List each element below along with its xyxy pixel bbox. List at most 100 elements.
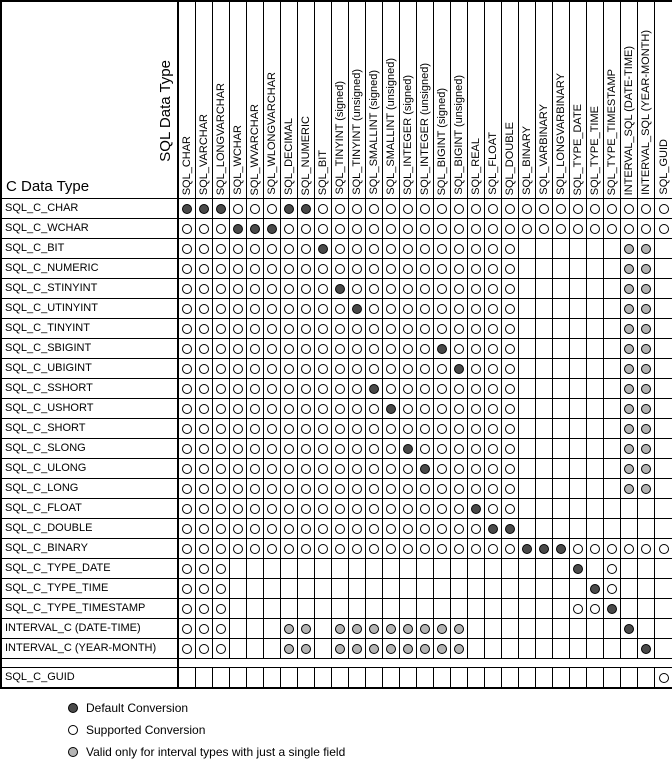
- matrix-cell: [417, 299, 434, 318]
- matrix-cell: [485, 199, 502, 218]
- supported-conversion-icon: [335, 323, 345, 334]
- supported-conversion-icon: [488, 423, 498, 434]
- supported-conversion-icon: [267, 263, 277, 274]
- matrix-cell: [230, 439, 247, 458]
- supported-conversion-icon: [420, 503, 430, 514]
- matrix-cell: [485, 439, 502, 458]
- matrix-cell: [587, 639, 604, 658]
- default-conversion-icon: [454, 363, 464, 374]
- matrix-cell: [570, 319, 587, 338]
- matrix-cell: [434, 219, 451, 238]
- supported-conversion-icon: [216, 563, 226, 574]
- matrix-cell: [247, 619, 264, 638]
- supported-conversion-icon: [437, 243, 447, 254]
- matrix-cell: [553, 459, 570, 478]
- matrix-cell: [196, 259, 213, 278]
- matrix-cell: [349, 419, 366, 438]
- matrix-cell: [638, 668, 655, 687]
- supported-conversion-icon: [216, 303, 226, 314]
- matrix-cell: [247, 299, 264, 318]
- row-label: SQL_C_BIT: [2, 239, 179, 258]
- matrix-cell: [315, 319, 332, 338]
- matrix-cell: [298, 379, 315, 398]
- supported-conversion-icon: [369, 243, 379, 254]
- column-header: SQL_TYPE_TIMESTAMP: [604, 2, 621, 198]
- matrix-cell: [519, 299, 536, 318]
- supported-conversion-icon: [267, 343, 277, 354]
- matrix-cell: [366, 579, 383, 598]
- matrix-cell: [196, 399, 213, 418]
- matrix-cell: [230, 479, 247, 498]
- supported-conversion-icon: [420, 203, 430, 214]
- matrix-cell: [349, 639, 366, 658]
- row-label: SQL_C_LONG: [2, 479, 179, 498]
- matrix-cell: [485, 279, 502, 298]
- default-conversion-icon: [199, 203, 209, 214]
- supported-conversion-icon: [182, 603, 192, 614]
- column-header-label: SQL_WCHAR: [232, 125, 244, 195]
- matrix-cell: [264, 668, 281, 687]
- matrix-cell: [536, 279, 553, 298]
- matrix-cell: [298, 539, 315, 558]
- column-header-label: SQL_LONGVARCHAR: [215, 82, 227, 195]
- matrix-cell: [519, 419, 536, 438]
- supported-conversion-icon: [301, 543, 311, 554]
- column-header-label: SQL_BINARY: [521, 126, 533, 195]
- supported-conversion-icon: [335, 363, 345, 374]
- matrix-cell: [179, 579, 196, 598]
- table-header: SQL Data Type C Data Type SQL_CHAR SQL_VA…: [2, 2, 672, 198]
- interval-only-conversion-icon: [624, 263, 634, 274]
- matrix-cell: [587, 219, 604, 238]
- supported-conversion-icon: [488, 463, 498, 474]
- matrix-cell: [519, 619, 536, 638]
- row-label: SQL_C_TINYINT: [2, 319, 179, 338]
- matrix-cell: [621, 559, 638, 578]
- supported-conversion-icon: [233, 263, 243, 274]
- column-header: SQL_TYPE_DATE: [570, 2, 587, 198]
- matrix-cell: [621, 339, 638, 358]
- interval-only-conversion-icon: [641, 303, 651, 314]
- matrix-cell: [519, 559, 536, 578]
- supported-conversion-icon: [454, 343, 464, 354]
- matrix-cell: [604, 319, 621, 338]
- supported-conversion-icon: [658, 543, 669, 554]
- matrix-cell: [553, 359, 570, 378]
- supported-conversion-icon: [454, 463, 464, 474]
- matrix-cell: [247, 459, 264, 478]
- supported-conversion-icon: [352, 503, 362, 514]
- supported-conversion-icon: [233, 283, 243, 294]
- supported-conversion-icon: [505, 503, 515, 514]
- matrix-cell: [417, 499, 434, 518]
- supported-conversion-icon: [454, 443, 464, 454]
- matrix-cell: [264, 619, 281, 638]
- matrix-cell: [451, 668, 468, 687]
- matrix-cell: [451, 279, 468, 298]
- matrix-cell: [434, 539, 451, 558]
- supported-conversion-icon: [573, 223, 583, 234]
- matrix-cell: [638, 279, 655, 298]
- supported-conversion-icon: [624, 223, 634, 234]
- supported-conversion-icon: [335, 463, 345, 474]
- column-header-label: SQL_CHAR: [181, 135, 193, 195]
- matrix-cell: [468, 359, 485, 378]
- supported-conversion-icon: [352, 343, 362, 354]
- supported-conversion-icon: [590, 603, 600, 614]
- matrix-cell: [383, 459, 400, 478]
- supported-conversion-icon: [607, 203, 617, 214]
- matrix-cell: [604, 199, 621, 218]
- matrix-cell: [179, 339, 196, 358]
- matrix-cell: [196, 619, 213, 638]
- matrix-cell: [349, 619, 366, 638]
- supported-conversion-icon: [199, 323, 209, 334]
- matrix-cell: [366, 259, 383, 278]
- supported-conversion-icon: [437, 543, 447, 554]
- matrix-cell: [400, 668, 417, 687]
- supported-conversion-icon: [454, 543, 464, 554]
- matrix-cell: [366, 219, 383, 238]
- matrix-cell: [366, 419, 383, 438]
- interval-only-conversion-icon: [386, 643, 396, 654]
- matrix-cell: [485, 219, 502, 238]
- matrix-cell: [213, 339, 230, 358]
- matrix-cell: [536, 539, 553, 558]
- matrix-cell: [349, 579, 366, 598]
